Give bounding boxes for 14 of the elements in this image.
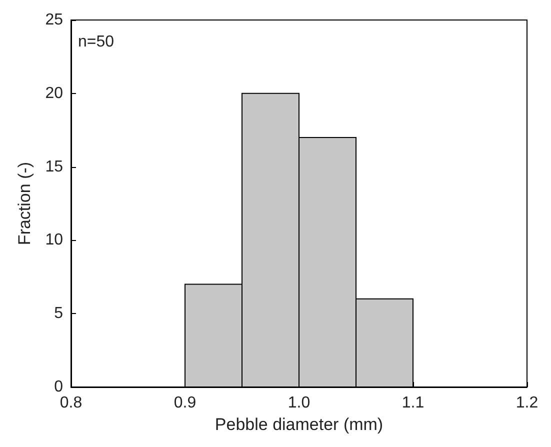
- x-axis-title: Pebble diameter (mm): [214, 414, 384, 434]
- y-tick-label: 10: [45, 232, 64, 249]
- y-tick-label: 25: [45, 12, 64, 28]
- x-tick-label: 0.8: [60, 394, 82, 412]
- y-tick-label: 5: [54, 305, 64, 322]
- x-tick-label: 1.0: [288, 394, 310, 412]
- y-axis-title: Fraction (-): [15, 162, 34, 246]
- x-tick-label: 1.2: [516, 394, 538, 412]
- y-tick-label: 0: [54, 378, 64, 396]
- annotation: n=50: [78, 34, 114, 50]
- x-tick-label: 1.1: [402, 394, 424, 412]
- x-tick-label: 0.9: [174, 394, 196, 412]
- y-tick-label: 20: [45, 84, 64, 102]
- y-tick-label: 15: [45, 158, 64, 176]
